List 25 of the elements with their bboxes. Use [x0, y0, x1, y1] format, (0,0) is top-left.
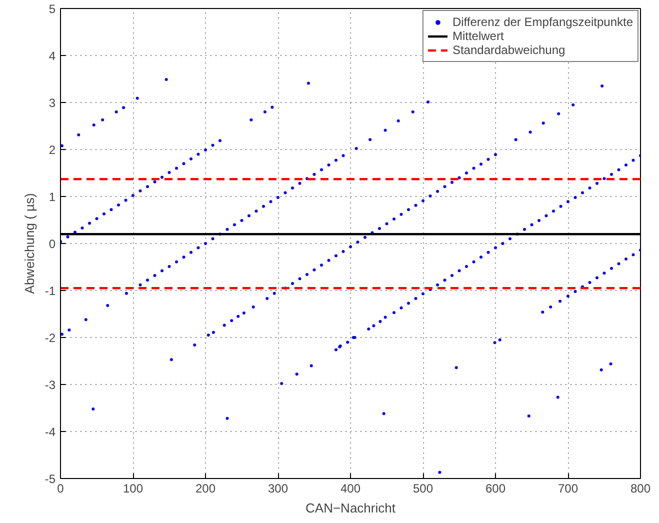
- y-tick-label: -2: [44, 331, 56, 345]
- y-tick-label: 2: [48, 143, 56, 157]
- x-tick-label: 500: [412, 482, 434, 496]
- y-tick-label: 4: [48, 49, 56, 63]
- y-tick-label: -4: [44, 425, 56, 439]
- x-axis-title: CAN−Nachricht: [306, 500, 396, 516]
- x-tick-label: 100: [122, 482, 144, 496]
- x-tick-label: 200: [195, 482, 216, 496]
- x-tick-label: 700: [558, 482, 578, 496]
- y-tick-label: 5: [48, 2, 56, 16]
- y-tick-label: 0: [48, 237, 56, 251]
- x-tick-label: 0: [57, 482, 64, 496]
- x-tick-label: 300: [268, 482, 288, 496]
- x-tick-label: 600: [485, 482, 506, 496]
- x-tick-label: 400: [340, 482, 361, 496]
- y-tick-label: 3: [48, 96, 56, 110]
- legend-label: Differenz der Empfangszeitpunkte: [452, 15, 633, 29]
- legend-label: Standardabweichung: [452, 43, 566, 57]
- y-tick-label: 1: [48, 190, 56, 204]
- y-axis-title: Abweichung ( µs): [22, 193, 37, 294]
- y-tick-label: -1: [44, 284, 56, 298]
- legend-label: Mittelwert: [452, 29, 504, 43]
- y-tick-label: -3: [44, 378, 56, 392]
- x-tick-label: 800: [630, 482, 651, 496]
- y-tick-label: -5: [44, 472, 56, 486]
